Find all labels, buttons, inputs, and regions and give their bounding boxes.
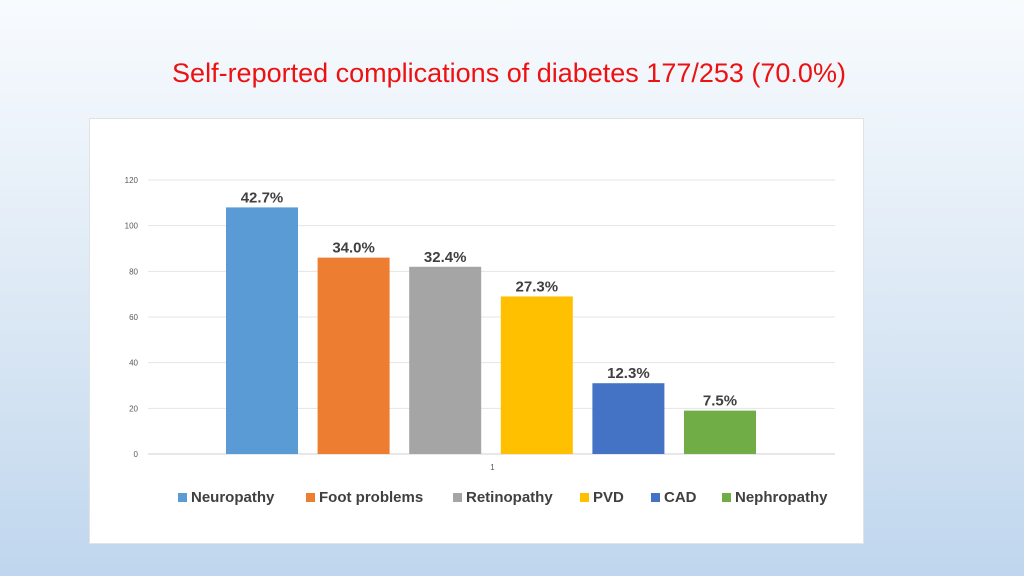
y-tick-label: 60 [129,313,138,322]
legend-label: Foot problems [319,489,424,506]
y-tick-label: 40 [129,359,138,368]
data-label: 32.4% [424,249,467,266]
bar-retinopathy [409,266,482,454]
legend-label: Nephropathy [735,489,828,506]
legend-label: Retinopathy [466,489,553,506]
legend-swatch [651,493,660,502]
legend-swatch [453,493,462,502]
bar-chart: 0 20 40 60 80 100 120 42.7% 34.0% 32.4% 27.3% 12.3%… [125,176,835,472]
y-tick-label: 80 [129,267,138,276]
chart-panel: 0 20 40 60 80 100 120 42.7% 34.0% 32.4% 27.3% 12.3%… [89,118,864,544]
legend-swatch [722,493,731,502]
data-label: 12.3% [607,365,650,382]
y-tick-label: 100 [125,222,139,231]
y-tick-label: 20 [129,404,138,413]
data-label: 34.0% [332,240,375,257]
bar-foot-problems [317,257,390,454]
data-label: 42.7% [241,189,284,206]
legend-item: Nephropathy [722,489,828,506]
legend-item: Retinopathy [453,489,553,506]
legend-item: CAD [651,489,697,506]
bar-nephropathy [684,410,756,454]
legend-item: Foot problems [306,489,423,506]
legend-swatch [306,493,315,502]
legend-label: Neuropathy [191,489,275,506]
legend-item: PVD [580,489,624,506]
y-tick-label: 0 [134,450,139,459]
y-tick-label: 120 [125,176,139,185]
data-label: 7.5% [703,393,737,410]
bar-neuropathy [226,207,298,454]
bar-cad [592,383,665,454]
legend-swatch [580,493,589,502]
legend-label: CAD [664,489,697,506]
x-tick-label: 1 [490,463,495,472]
bar-pvd [500,296,573,454]
legend-swatch [178,493,187,502]
legend-item: Neuropathy [178,489,274,506]
legend-label: PVD [593,489,624,506]
chart-legend: Neuropathy Foot problems Retinopathy PVD CAD… [90,489,863,513]
data-label: 27.3% [516,278,559,295]
slide-title: Self-reported complications of diabetes … [172,58,846,88]
